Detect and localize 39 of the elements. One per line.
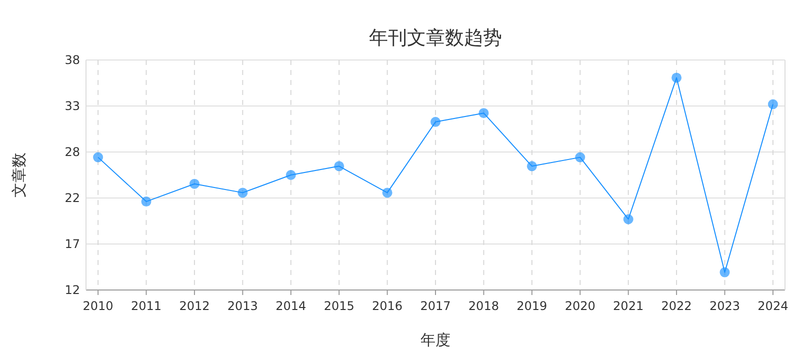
x-tick-label: 2024 xyxy=(758,299,788,313)
x-tick-label: 2010 xyxy=(82,299,114,313)
x-tick-label: 2018 xyxy=(468,299,499,313)
y-axis-title: 文章数 xyxy=(10,152,28,198)
x-tick-label: 2012 xyxy=(179,299,210,313)
x-tick-label: 2021 xyxy=(613,299,644,313)
y-tick-label: 17 xyxy=(64,237,80,251)
point xyxy=(382,188,392,198)
x-tick-label: 2020 xyxy=(564,299,596,313)
x-tick-label: 2015 xyxy=(324,299,354,313)
y-tick-label: 38 xyxy=(64,53,80,67)
point xyxy=(238,188,248,198)
point xyxy=(93,152,104,162)
y-tick-label: 33 xyxy=(64,99,80,113)
y-tick-label: 12 xyxy=(64,283,80,297)
x-tick-label: 2011 xyxy=(130,299,162,313)
point xyxy=(526,161,537,172)
chart-title: 年刊文章数趋势 xyxy=(369,27,502,49)
point xyxy=(189,178,200,189)
point xyxy=(575,152,586,162)
point xyxy=(430,116,440,127)
y-tick-label: 28 xyxy=(64,145,80,159)
point xyxy=(334,161,344,172)
x-tick-label: 2016 xyxy=(372,299,403,313)
x-tick-label: 2014 xyxy=(276,299,306,313)
point xyxy=(672,72,682,83)
point xyxy=(286,170,296,180)
point xyxy=(623,214,634,224)
point xyxy=(478,108,489,118)
point xyxy=(141,196,152,207)
y-tick-label: 22 xyxy=(64,191,80,205)
x-axis-title: 年度 xyxy=(420,331,450,349)
x-tick-label: 2013 xyxy=(227,299,258,313)
x-tick-label: 2017 xyxy=(420,299,451,313)
x-tick-label: 2023 xyxy=(709,299,740,313)
point xyxy=(720,267,730,278)
point xyxy=(768,99,778,110)
x-tick-label: 2022 xyxy=(661,299,692,313)
x-tick-label: 2019 xyxy=(516,299,548,313)
